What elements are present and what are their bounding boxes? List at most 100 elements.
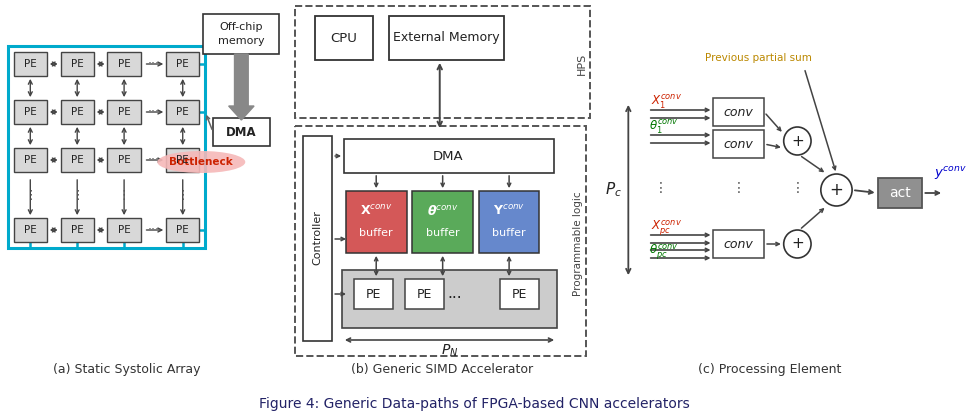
Text: ...: ... [447, 287, 461, 302]
Text: ···: ··· [147, 154, 159, 166]
Text: conv: conv [723, 138, 753, 151]
Text: DMA: DMA [226, 126, 257, 139]
Text: act: act [889, 186, 910, 200]
Text: PE: PE [24, 59, 37, 69]
Text: PE: PE [416, 287, 431, 300]
Bar [479, 191, 539, 253]
Text: PE: PE [24, 107, 37, 117]
Bar [166, 52, 200, 76]
Text: DMA: DMA [433, 149, 463, 163]
Text: ···: ··· [147, 223, 159, 237]
Bar [412, 191, 473, 253]
Text: $\mathbf{X}^{conv}$: $\mathbf{X}^{conv}$ [359, 204, 392, 218]
Bar [295, 126, 585, 356]
Bar [712, 130, 764, 158]
Bar [60, 100, 94, 124]
Text: ···: ··· [147, 57, 159, 70]
Bar [203, 14, 279, 54]
Text: PE: PE [176, 225, 189, 235]
FancyArrow shape [229, 54, 254, 120]
Bar [712, 230, 764, 258]
Text: buffer: buffer [425, 228, 459, 238]
Text: conv: conv [723, 238, 753, 250]
Bar [108, 52, 141, 76]
Text: HPS: HPS [576, 53, 586, 75]
Bar [108, 100, 141, 124]
Bar [108, 218, 141, 242]
Text: PE: PE [71, 225, 83, 235]
Text: $\mathbf{Y}^{conv}$: $\mathbf{Y}^{conv}$ [492, 204, 524, 218]
Text: $P_c$: $P_c$ [605, 181, 621, 199]
Text: ⋮: ⋮ [731, 181, 745, 195]
Text: $\theta_1^{conv}$: $\theta_1^{conv}$ [648, 118, 678, 136]
Text: PE: PE [117, 225, 131, 235]
Text: Controller: Controller [312, 210, 323, 265]
Bar [14, 52, 47, 76]
Text: (b) Generic SIMD Accelerator: (b) Generic SIMD Accelerator [350, 364, 532, 376]
Text: ···: ··· [147, 106, 159, 119]
Text: PE: PE [117, 59, 131, 69]
Text: PE: PE [117, 155, 131, 165]
Text: ⋮: ⋮ [176, 188, 189, 201]
Bar [14, 218, 47, 242]
Text: +: + [790, 134, 803, 149]
Text: +: + [828, 181, 842, 199]
Bar [213, 118, 269, 146]
Bar [500, 279, 539, 309]
Bar [877, 178, 922, 208]
Text: buffer: buffer [492, 228, 525, 238]
Text: External Memory: External Memory [392, 32, 499, 45]
Bar [712, 98, 764, 126]
Text: ⋮: ⋮ [117, 188, 130, 201]
Text: PE: PE [365, 287, 381, 300]
Bar [342, 270, 556, 328]
Bar [166, 218, 200, 242]
Text: Off-chip: Off-chip [219, 22, 263, 32]
Text: (c) Processing Element: (c) Processing Element [698, 364, 841, 376]
Bar [14, 100, 47, 124]
Text: $X_{pc}^{conv}$: $X_{pc}^{conv}$ [650, 218, 681, 238]
Text: PE: PE [176, 107, 189, 117]
Text: PE: PE [71, 107, 83, 117]
Text: $\theta_{pc}^{conv}$: $\theta_{pc}^{conv}$ [648, 242, 678, 262]
Text: PE: PE [512, 287, 527, 300]
Bar [166, 148, 200, 172]
Text: PE: PE [71, 155, 83, 165]
Text: PE: PE [176, 59, 189, 69]
Bar [404, 279, 443, 309]
Bar [354, 279, 392, 309]
Circle shape [783, 230, 810, 258]
Text: (a) Static Systolic Array: (a) Static Systolic Array [53, 364, 201, 376]
Text: CPU: CPU [330, 32, 357, 45]
Bar [60, 218, 94, 242]
Text: PE: PE [117, 107, 131, 117]
Text: Bottleneck: Bottleneck [170, 157, 233, 167]
Text: +: + [790, 237, 803, 252]
Text: PE: PE [176, 155, 189, 165]
Text: Programmable logic: Programmable logic [573, 192, 583, 296]
Bar [346, 191, 406, 253]
Bar [166, 100, 200, 124]
Text: Previous partial sum: Previous partial sum [704, 53, 811, 63]
Text: conv: conv [723, 106, 753, 119]
Text: $\boldsymbol{\theta}^{conv}$: $\boldsymbol{\theta}^{conv}$ [426, 204, 458, 218]
Bar [344, 139, 553, 173]
Text: PE: PE [24, 225, 37, 235]
Text: buffer: buffer [359, 228, 392, 238]
Bar [60, 52, 94, 76]
Ellipse shape [157, 151, 245, 173]
Text: Figure 4: Generic Data-paths of FPGA-based CNN accelerators: Figure 4: Generic Data-paths of FPGA-bas… [259, 397, 689, 411]
Circle shape [820, 174, 851, 206]
Circle shape [783, 127, 810, 155]
Text: memory: memory [218, 36, 265, 46]
Bar [314, 16, 373, 60]
Bar [302, 136, 332, 341]
Text: ⋮: ⋮ [71, 188, 83, 201]
Text: $P_N$: $P_N$ [440, 343, 457, 359]
Text: ⋮: ⋮ [653, 181, 667, 195]
Bar [295, 6, 589, 118]
Bar [60, 148, 94, 172]
Text: $y^{conv}$: $y^{conv}$ [933, 166, 966, 183]
Bar [8, 46, 205, 248]
Text: ⋮: ⋮ [790, 181, 803, 195]
